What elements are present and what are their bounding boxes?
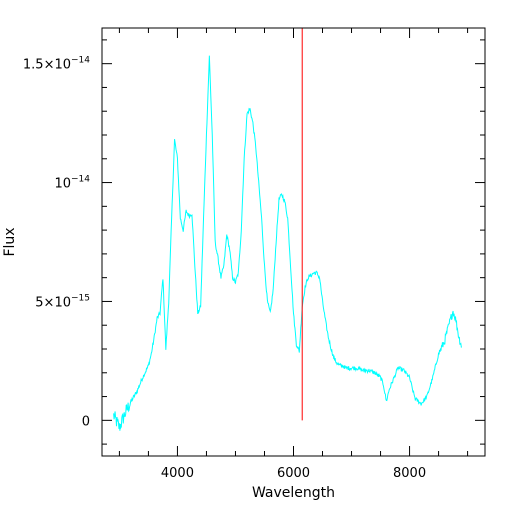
y-tick-label: 0: [82, 414, 90, 429]
x-axis-label: Wavelength: [252, 485, 335, 501]
x-tick-label: 8000: [393, 466, 426, 481]
y-axis-label: Flux: [2, 227, 18, 256]
x-tick-label: 4000: [161, 466, 194, 481]
x-axis-ticks: 4000 6000 8000: [118, 28, 469, 481]
y-tick-exponent: −14: [71, 175, 90, 185]
y-tick-mantissa: 1.5×10: [23, 58, 71, 73]
series-layer: [113, 55, 463, 431]
y-tick-label: 1.5×10−14: [23, 56, 90, 73]
y-tick-mantissa: 5×10: [35, 295, 71, 310]
y-tick-label: 5×10−15: [35, 293, 90, 310]
y-tick-exponent: −15: [71, 293, 90, 303]
x-tick-label: 6000: [277, 466, 310, 481]
plot-frame: [101, 27, 486, 457]
y-tick-label: 10−14: [54, 175, 90, 192]
y-tick-exponent: −14: [71, 56, 90, 66]
y-tick-mantissa: 0: [82, 414, 90, 429]
spectrum-series-line: [113, 55, 463, 431]
y-tick-mantissa: 10: [54, 177, 71, 192]
